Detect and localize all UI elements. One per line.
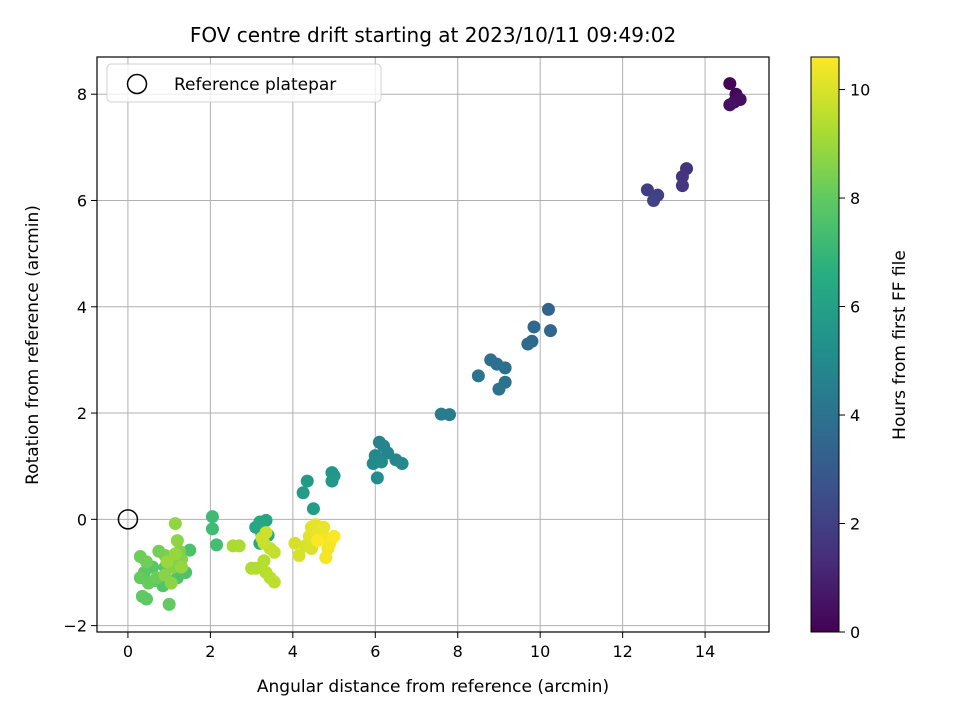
y-axis-label: Rotation from reference (arcmin) — [23, 205, 43, 485]
data-point — [139, 555, 153, 569]
colorbar-ticks: 0 2 4 6 8 10 — [839, 81, 870, 642]
data-point — [543, 324, 557, 338]
data-point — [325, 474, 339, 488]
y-tick-label: 6 — [77, 191, 87, 210]
data-point — [257, 554, 271, 568]
colorbar: 0 2 4 6 8 10 Hours from first FF file — [810, 56, 910, 642]
data-point — [675, 170, 689, 184]
data-point — [527, 320, 541, 334]
data-point — [647, 193, 661, 207]
colorbar-tick-label: 0 — [850, 623, 860, 642]
legend-box — [106, 63, 382, 103]
y-tick-label: −2 — [63, 617, 87, 636]
data-point — [288, 536, 302, 550]
data-point — [311, 534, 325, 548]
reference-platepar-marker — [117, 509, 139, 530]
data-point — [442, 408, 456, 422]
data-point — [374, 455, 388, 469]
data-point — [205, 522, 219, 536]
data-point — [168, 547, 182, 561]
data-point — [232, 539, 246, 553]
y-tick-label: 2 — [77, 404, 87, 423]
colorbar-tick-label: 8 — [850, 189, 860, 208]
data-point — [168, 517, 182, 531]
data-point — [395, 457, 409, 471]
data-point — [175, 560, 189, 574]
data-point — [267, 575, 281, 589]
data-point — [498, 361, 512, 375]
x-tick-label: 8 — [453, 642, 463, 661]
x-tick-label: 4 — [288, 642, 298, 661]
data-point — [296, 486, 310, 500]
plot-area-frame — [96, 56, 770, 633]
data-point — [300, 474, 314, 488]
x-tick-label: 12 — [612, 642, 632, 661]
data-point — [259, 526, 273, 540]
legend-entry-reference: Reference platepar — [174, 75, 336, 95]
data-point — [160, 555, 174, 569]
data-point — [170, 534, 184, 548]
x-tick-label: 0 — [123, 642, 133, 661]
colorbar-tick-label: 2 — [850, 515, 860, 534]
x-tick-label: 14 — [695, 642, 715, 661]
data-point — [183, 543, 197, 557]
x-tick-label: 10 — [530, 642, 550, 661]
data-point — [723, 77, 737, 91]
x-tick-label: 2 — [205, 642, 215, 661]
y-axis-ticks: −2 0 2 4 6 8 — [63, 85, 97, 636]
data-point — [370, 471, 384, 485]
x-axis-label: Angular distance from reference (arcmin) — [257, 677, 609, 697]
colorbar-label: Hours from first FF file — [890, 250, 910, 440]
data-point — [210, 538, 224, 552]
grid-lines — [97, 57, 769, 632]
data-point — [164, 576, 178, 590]
chart-title: FOV centre drift starting at 2023/10/11 … — [190, 23, 676, 47]
colorbar-tick-label: 10 — [850, 81, 870, 100]
x-tick-label: 6 — [370, 642, 380, 661]
y-tick-label: 4 — [77, 298, 87, 317]
colorbar-tick-label: 4 — [850, 406, 860, 425]
data-point — [317, 520, 331, 534]
data-point — [319, 551, 333, 565]
data-point — [267, 545, 281, 559]
y-tick-label: 8 — [77, 85, 87, 104]
y-tick-label: 0 — [77, 510, 87, 529]
data-points — [117, 77, 747, 611]
legend-reference-marker — [126, 73, 148, 95]
data-point — [541, 302, 555, 316]
x-axis-ticks: 0 2 4 6 8 10 12 14 — [123, 632, 715, 661]
data-point — [205, 510, 219, 524]
data-point — [249, 561, 263, 575]
legend: Reference platepar — [106, 63, 382, 103]
colorbar-tick-label: 6 — [850, 298, 860, 317]
data-point — [521, 337, 535, 351]
data-point — [327, 529, 341, 543]
data-point — [733, 93, 747, 107]
data-point — [640, 183, 654, 197]
data-point — [492, 382, 506, 396]
data-point — [162, 597, 176, 611]
data-point — [675, 179, 689, 193]
data-point — [135, 589, 149, 603]
data-point — [723, 98, 737, 112]
data-point — [306, 502, 320, 516]
colorbar-gradient — [810, 56, 840, 633]
data-point — [471, 369, 485, 383]
data-point — [292, 548, 306, 562]
